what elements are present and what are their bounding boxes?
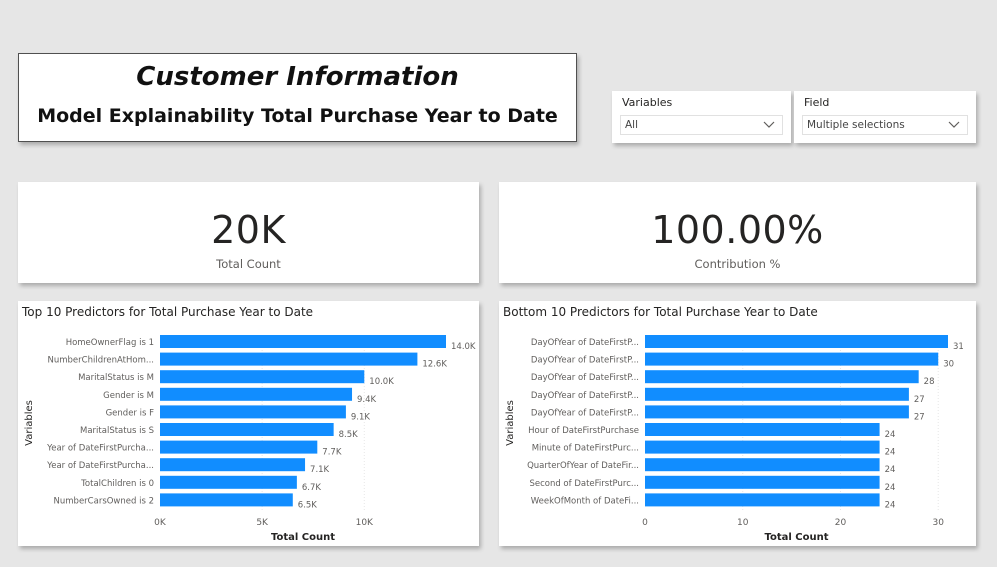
total-count-card: 20K Total Count [18, 182, 479, 283]
x-tick-label: 10 [737, 518, 749, 528]
data-label: 24 [885, 500, 896, 510]
data-label: 7.1K [310, 465, 330, 475]
data-label: 10.0K [369, 377, 394, 387]
category-label: NumberCarsOwned is 2 [54, 496, 154, 506]
bar [160, 423, 334, 436]
data-label: 7.7K [322, 448, 342, 458]
y-axis-title: Variables [505, 400, 516, 446]
category-label: DayOfYear of DateFirstP... [531, 391, 639, 401]
data-label: 14.0K [451, 342, 476, 352]
bar [645, 335, 948, 348]
chevron-down-icon [948, 121, 960, 128]
category-label: DayOfYear of DateFirstP... [531, 408, 639, 418]
bar [645, 387, 909, 401]
contribution-card: 100.00% Contribution % [499, 182, 976, 283]
x-tick-label: 0 [642, 518, 648, 528]
bar [645, 475, 880, 489]
category-label: DayOfYear of DateFirstP... [531, 338, 639, 348]
bar [645, 493, 880, 507]
category-label: Gender is F [106, 408, 155, 418]
category-label: HomeOwnerFlag is 1 [66, 338, 154, 348]
bar [645, 370, 919, 384]
data-label: 8.5K [339, 430, 359, 440]
data-label: 12.6K [422, 360, 447, 370]
top-predictors-chart: 0K 5K 10K HomeOwnerFlag is 1 14.0K NumberChil… [18, 301, 479, 546]
data-label: 27 [914, 395, 925, 405]
category-label: Minute of DateFirstPurc... [532, 444, 639, 454]
category-label: Second of DateFirstPurc... [529, 479, 639, 489]
variables-slicer-label: Variables [622, 96, 673, 109]
variables-slicer: Variables All [612, 91, 791, 143]
field-dropdown[interactable]: Multiple selections [802, 115, 968, 135]
x-axis-title: Total Count [271, 532, 335, 543]
category-label: MaritalStatus is M [78, 373, 154, 383]
report-title: Customer Information [136, 62, 459, 92]
category-label: WeekOfMonth of DateFi... [531, 496, 639, 506]
data-label: 24 [885, 465, 896, 475]
bar [160, 475, 297, 489]
data-label: 31 [953, 342, 964, 352]
variables-dropdown-value: All [625, 119, 639, 131]
bar [160, 405, 346, 419]
data-label: 30 [943, 360, 954, 370]
x-tick-label: 10K [356, 518, 374, 528]
x-tick-label: 20 [835, 518, 847, 528]
data-label: 27 [914, 412, 925, 422]
bar [160, 387, 353, 401]
field-slicer-label: Field [804, 96, 830, 109]
category-label: Year of DateFirstPurcha... [46, 444, 154, 454]
data-label: 6.7K [302, 483, 322, 493]
data-label: 24 [885, 483, 896, 493]
category-label: NumberChildrenAtHom... [48, 356, 155, 366]
chevron-down-icon [763, 121, 775, 128]
field-dropdown-value: Multiple selections [807, 119, 905, 131]
report-subtitle: Model Explainability Total Purchase Year… [37, 105, 558, 127]
data-label: 9.1K [351, 412, 371, 422]
bottom-predictors-title: Bottom 10 Predictors for Total Purchase … [503, 305, 818, 319]
bar [160, 493, 293, 507]
bar [645, 458, 880, 472]
variables-dropdown[interactable]: All [620, 115, 783, 135]
data-label: 28 [924, 377, 935, 387]
data-label: 6.5K [298, 500, 318, 510]
x-tick-label: 0K [154, 518, 167, 528]
y-axis-title: Variables [24, 400, 35, 446]
category-label: TotalChildren is 0 [80, 479, 154, 489]
x-axis-title: Total Count [764, 532, 828, 543]
bar [160, 352, 418, 366]
top-predictors-svg: 0K 5K 10K HomeOwnerFlag is 1 14.0K NumberChil… [24, 335, 476, 543]
top-predictors-title: Top 10 Predictors for Total Purchase Yea… [22, 305, 314, 319]
field-slicer: Field Multiple selections [794, 91, 976, 143]
category-label: Gender is M [103, 391, 154, 401]
category-label: DayOfYear of DateFirstP... [531, 373, 639, 383]
x-tick-label: 30 [932, 518, 944, 528]
category-label: QuarterOfYear of DateFir... [527, 461, 639, 471]
bar [645, 440, 880, 454]
bar [160, 335, 446, 348]
title-card: Customer Information Model Explainabilit… [18, 53, 577, 142]
category-label: Hour of DateFirstPurchase [528, 426, 639, 436]
data-label: 24 [885, 430, 896, 440]
contribution-value: 100.00% [651, 208, 824, 252]
data-label: 9.4K [357, 395, 377, 405]
bar [160, 370, 365, 384]
bottom-predictors-svg: 0 10 20 30 DayOfYear of DateFirstP... 31 DayOf… [505, 335, 964, 543]
data-label: 24 [885, 448, 896, 458]
bar [160, 440, 318, 454]
category-label: Year of DateFirstPurcha... [46, 461, 154, 471]
category-label: DayOfYear of DateFirstP... [531, 356, 639, 366]
category-label: MaritalStatus is S [80, 426, 154, 436]
total-count-label: Total Count [216, 257, 281, 271]
bar [645, 405, 909, 419]
bar [160, 458, 306, 472]
bar [645, 352, 939, 366]
contribution-label: Contribution % [694, 257, 781, 271]
bar [645, 423, 880, 436]
total-count-value: 20K [211, 208, 286, 252]
bottom-predictors-chart: 0 10 20 30 DayOfYear of DateFirstP... 31 DayOf… [499, 301, 976, 546]
x-tick-label: 5K [256, 518, 269, 528]
